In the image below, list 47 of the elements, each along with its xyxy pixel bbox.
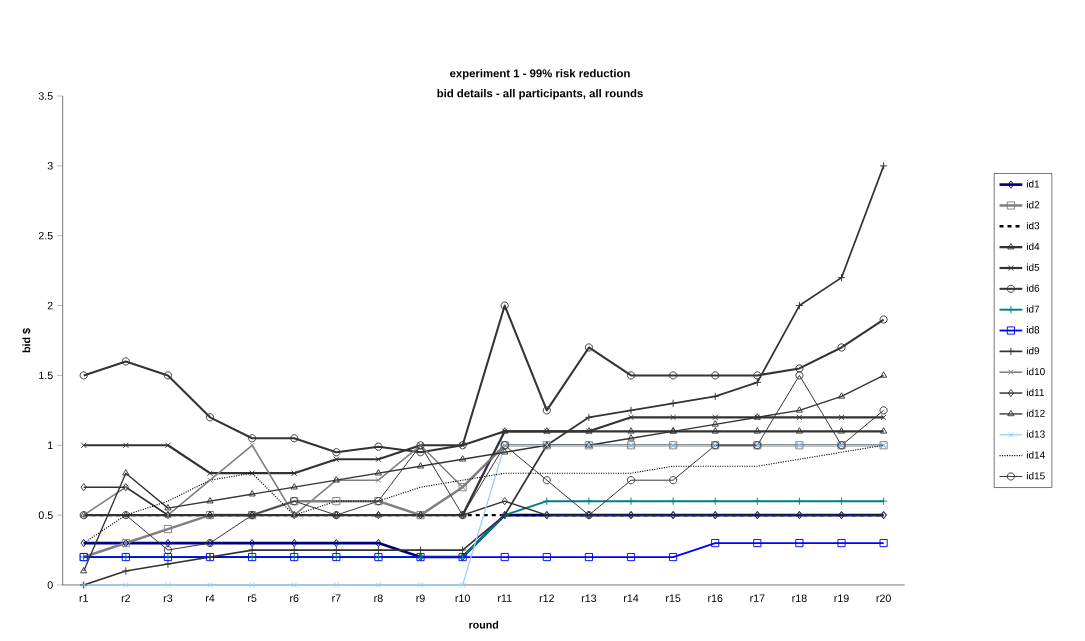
x-tick-label: r6 (290, 594, 299, 603)
legend-label: id8 (1026, 326, 1040, 334)
legend-label: id11 (1026, 388, 1044, 396)
legend-label: id5 (1026, 263, 1040, 271)
x-tick-label: r10 (455, 594, 470, 603)
x-tick-label: r7 (332, 594, 341, 602)
legend-label: id6 (1026, 284, 1040, 292)
legend-label: id2 (1026, 201, 1040, 209)
x-tick-label: r11 (498, 594, 512, 602)
legend-label: id1 (1026, 180, 1040, 188)
legend-label: id3 (1026, 221, 1040, 230)
x-tick-label: r16 (708, 594, 723, 603)
x-tick-label: r20 (876, 594, 891, 603)
chart-subtitle: bid details - all participants, all rounds (437, 89, 643, 100)
y-tick-label: 2.5 (38, 231, 53, 240)
chart-title: experiment 1 - 99% risk reduction (450, 69, 630, 80)
y-tick-label: 0.5 (38, 511, 53, 519)
x-tick-label: r9 (416, 594, 425, 603)
x-tick-label: r17 (750, 594, 765, 602)
legend-label: id13 (1026, 430, 1045, 438)
x-tick-label: r2 (121, 594, 131, 602)
x-tick-label: r1 (79, 594, 88, 602)
y-axis-title: bid $ (22, 328, 31, 353)
legend-label: id14 (1026, 451, 1045, 459)
legend-label: id4 (1026, 242, 1040, 251)
y-tick-label: 1 (48, 441, 53, 449)
y-tick-label: 3 (47, 162, 53, 170)
legend-label: id12 (1026, 409, 1045, 417)
x-tick-label: r4 (205, 594, 215, 602)
x-tick-label: r3 (163, 594, 173, 603)
x-tick-label: r12 (539, 594, 554, 602)
x-tick-label: r5 (248, 594, 257, 602)
y-tick-label: 2 (47, 301, 53, 310)
x-tick-label: r15 (666, 594, 681, 602)
x-axis-title: round (469, 620, 499, 629)
legend-label: id7 (1026, 305, 1040, 313)
x-tick-label: r13 (581, 594, 597, 603)
y-tick-label: 1.5 (39, 371, 53, 380)
y-tick-label: 0 (47, 581, 53, 589)
legend-label: id10 (1026, 367, 1045, 376)
x-tick-label: r14 (624, 594, 639, 602)
x-tick-label: r18 (792, 594, 807, 603)
legend-label: id15 (1026, 472, 1045, 480)
x-tick-label: r19 (834, 594, 849, 603)
legend-label: id9 (1026, 346, 1040, 355)
y-tick-label: 3.5 (38, 92, 53, 100)
x-tick-label: r8 (374, 594, 383, 603)
